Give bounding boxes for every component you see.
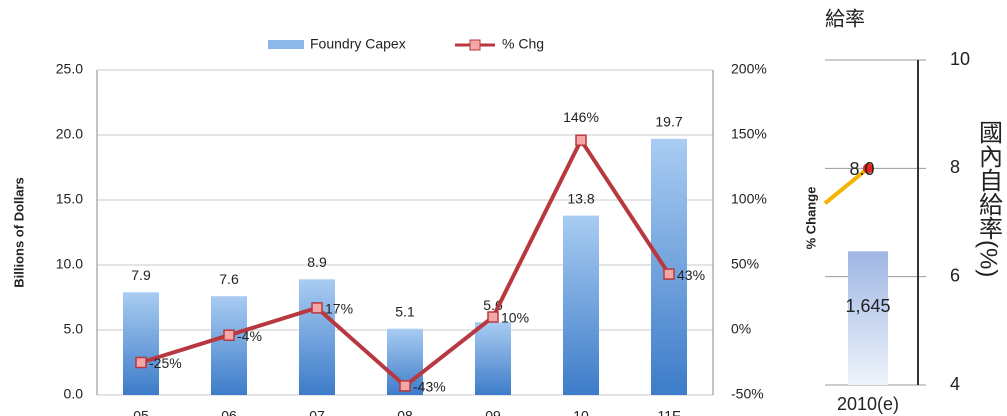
y2-tick-label: 0% xyxy=(731,321,751,337)
bar xyxy=(848,251,888,385)
marker xyxy=(223,329,235,341)
line-value-label: -25% xyxy=(149,355,182,371)
y2-tick-label: -50% xyxy=(731,386,764,402)
y-axis-label: 國內自給率(%) xyxy=(975,120,1003,277)
y-tick-label: 25.0 xyxy=(56,61,83,77)
x-tick-label: 07 xyxy=(309,408,325,416)
y-tick-label: 4 xyxy=(950,374,960,394)
marker xyxy=(311,302,323,314)
x-tick-label: 11F xyxy=(657,408,680,416)
bar-value-label: 1,645 xyxy=(845,296,890,316)
x-tick-label: 05 xyxy=(133,408,149,416)
marker xyxy=(399,380,411,392)
legend-swatch xyxy=(469,39,481,51)
y-tick-label: 5.0 xyxy=(64,321,84,337)
x-tick-label: 2010(e) xyxy=(837,394,899,414)
bar xyxy=(475,322,511,395)
legend-label: % Chg xyxy=(502,36,544,52)
point xyxy=(863,163,873,174)
x-tick-label: 06 xyxy=(221,408,237,416)
line-value-label: 146% xyxy=(563,109,599,125)
marker xyxy=(575,134,587,146)
bar-value-label: 7.6 xyxy=(219,271,239,287)
bar xyxy=(211,296,247,395)
bar-value-label: 5.1 xyxy=(395,303,415,319)
y-tick-label: 15.0 xyxy=(56,191,83,207)
line-value-label: 17% xyxy=(325,301,353,317)
trend-line xyxy=(823,166,870,205)
bar xyxy=(651,138,687,395)
y2-tick-label: 150% xyxy=(731,126,767,142)
marker xyxy=(663,268,675,280)
y-tick-label: 8 xyxy=(950,157,960,177)
y2-axis-label: % Change xyxy=(803,187,818,250)
point-value-label: 8.0 xyxy=(849,159,874,179)
y-tick-label: 10.0 xyxy=(56,256,83,272)
y2-tick-label: 200% xyxy=(731,61,767,77)
bar xyxy=(299,279,335,395)
y-tick-label: 0.0 xyxy=(64,386,84,402)
marker xyxy=(135,356,147,369)
bar-value-label: 19.7 xyxy=(655,114,682,130)
bar-value-label: 7.9 xyxy=(131,267,151,283)
bar xyxy=(563,215,599,395)
y-tick-label: 10 xyxy=(950,49,970,69)
y-axis-label: Billions of Dollars xyxy=(11,177,26,288)
legend-swatch xyxy=(268,40,304,49)
bar-value-label: 13.8 xyxy=(567,190,594,206)
x-tick-label: 08 xyxy=(397,408,413,416)
y-tick-label: 20.0 xyxy=(56,126,83,142)
line-value-label: -4% xyxy=(237,328,262,344)
chart-title: 給率 xyxy=(825,7,865,30)
y2-tick-label: 100% xyxy=(731,191,767,207)
x-tick-label: 09 xyxy=(485,408,501,416)
x-tick-label: 10 xyxy=(573,408,589,416)
line-value-label: -43% xyxy=(413,379,446,395)
bar-value-label: 8.9 xyxy=(307,254,327,270)
bar xyxy=(123,292,159,395)
legend-label: Foundry Capex xyxy=(310,36,406,52)
y-tick-label: 6 xyxy=(950,265,960,285)
line-value-label: 43% xyxy=(677,267,705,283)
marker xyxy=(487,311,499,323)
line-value-label: 10% xyxy=(501,310,529,326)
y2-tick-label: 50% xyxy=(731,256,759,272)
